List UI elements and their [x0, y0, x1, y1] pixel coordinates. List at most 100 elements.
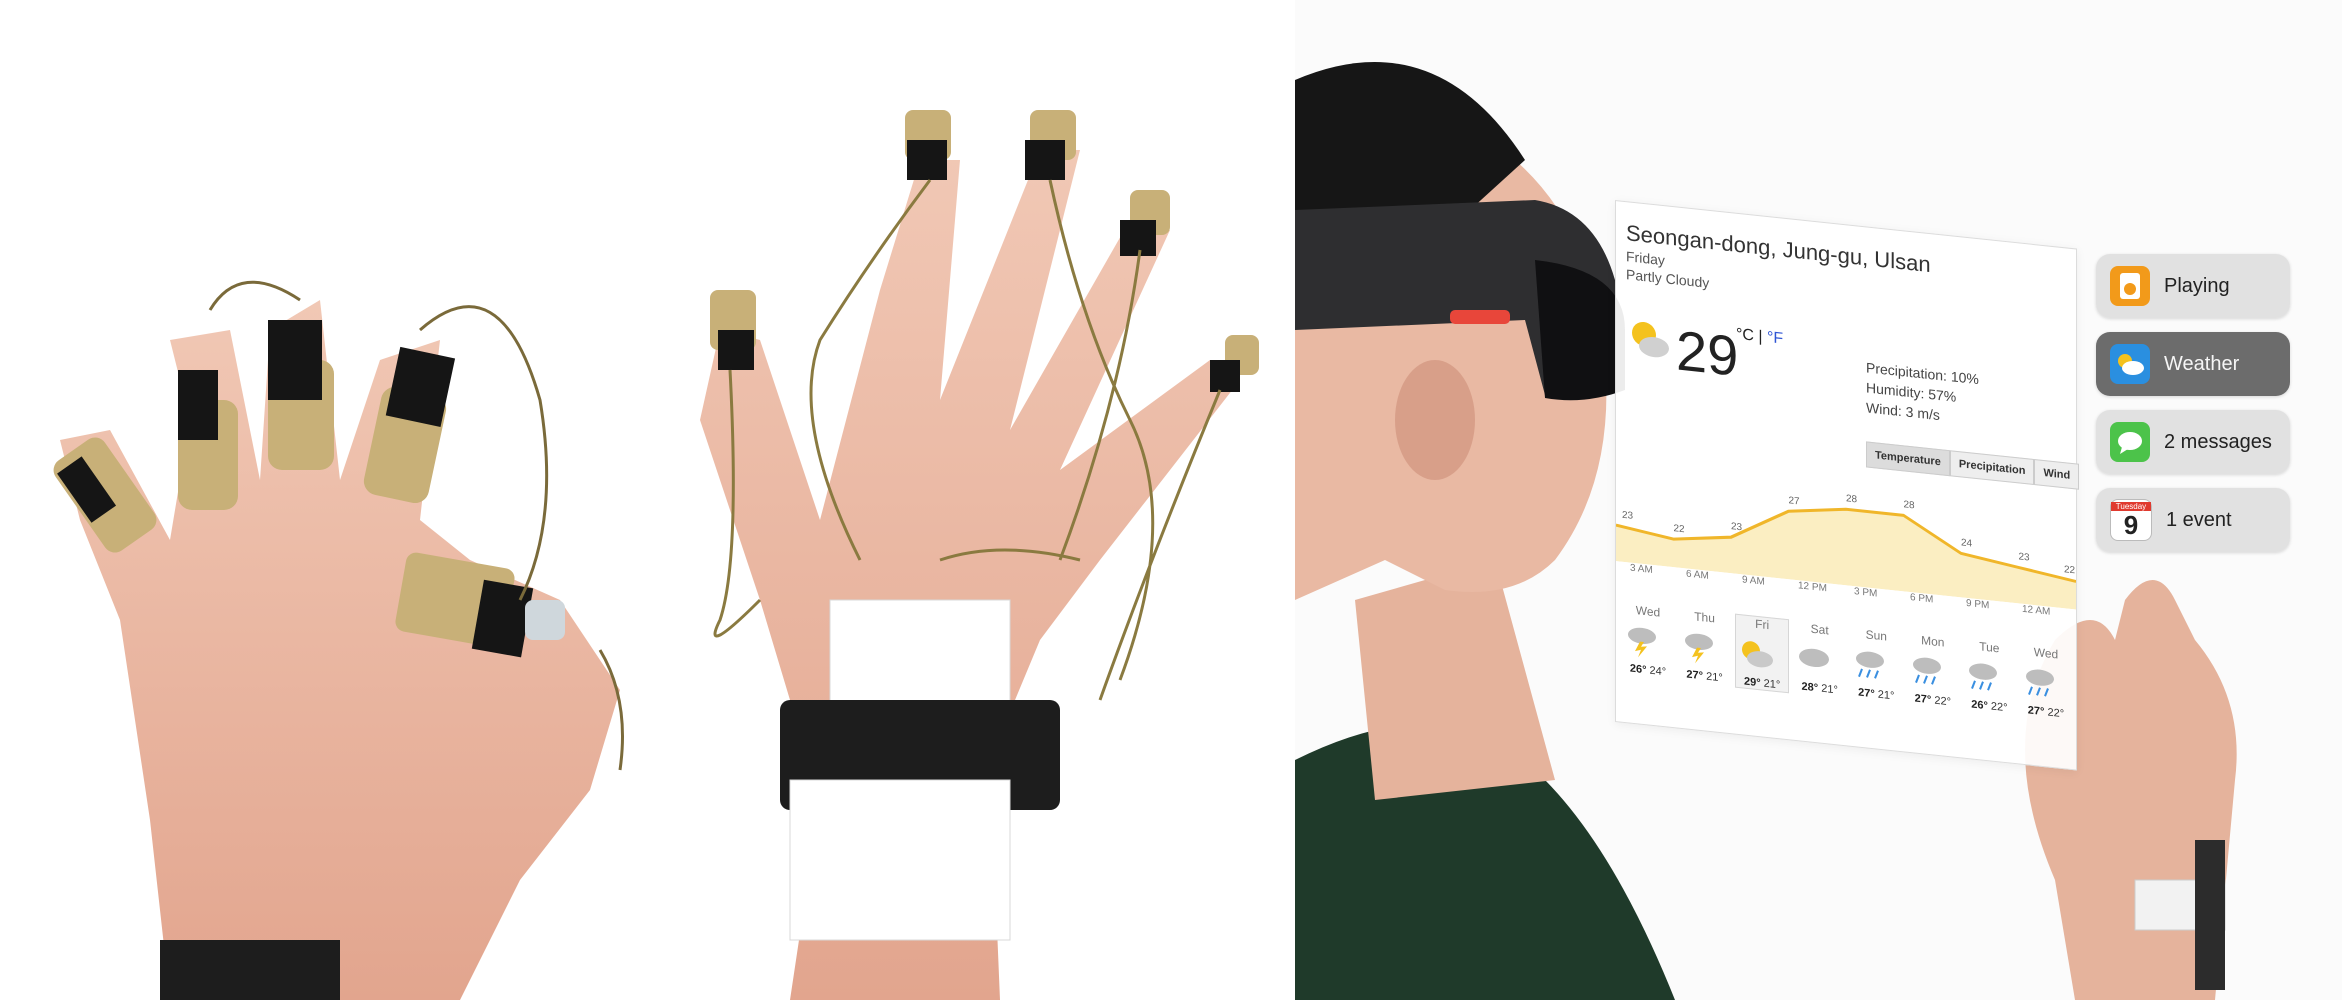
hour-label: 9 AM: [1742, 574, 1765, 588]
finger-sensor: [178, 370, 238, 510]
day-low: 22°: [2047, 706, 2065, 721]
right-hand: [700, 110, 1259, 1000]
day-low: 24°: [1649, 664, 1667, 679]
menu-item-label: Playing: [2164, 274, 2230, 297]
day-temp-range: 27° 21°: [1679, 668, 1731, 685]
day-high: 27°: [1914, 692, 1932, 707]
menu-item-playing[interactable]: Playing: [2096, 254, 2290, 318]
day-forecast: Wed 26° 24°: [1622, 602, 1674, 681]
day-name: Tue: [1979, 639, 2000, 656]
chart-area: [1616, 509, 2076, 610]
messages-icon: [2110, 422, 2150, 462]
day-temp-range: 26° 24°: [1622, 662, 1674, 679]
day-high: 26°: [1629, 662, 1647, 677]
cloudy-icon: [1794, 640, 1846, 679]
day-temp-range: 29° 21°: [1736, 675, 1788, 692]
day-forecast: Mon 27° 22°: [1907, 632, 1959, 711]
hour-label: 6 AM: [1686, 568, 1709, 582]
day-low: 21°: [1763, 677, 1781, 692]
weather-icon: [2110, 344, 2150, 384]
hourly-temp-label: 23: [1731, 521, 1743, 533]
finger-sensor: [1210, 335, 1259, 392]
hourly-temp-label: 23: [1622, 510, 1634, 522]
music-player-icon: [2110, 266, 2150, 306]
hourly-temp-label: 27: [1789, 495, 1801, 507]
hourly-temperature-chart: 23 22 23 27 28 28 24 23 22: [1616, 493, 2076, 610]
weather-day: Friday: [1626, 248, 1665, 269]
calendar-icon: Tuesday 9: [2110, 499, 2152, 541]
weather-temperature: 29: [1676, 318, 1739, 388]
rain-icon: [2020, 664, 2072, 703]
partly-cloudy-icon: [1736, 635, 1788, 674]
day-forecast: Wed 27° 22°: [2020, 644, 2072, 723]
rain-icon: [1963, 658, 2015, 697]
rain-icon: [1907, 652, 1959, 691]
person-illustration: [1295, 62, 2237, 1000]
thunderstorm-icon: [1679, 628, 1731, 667]
day-name: Thu: [1694, 609, 1715, 626]
day-high: 27°: [2027, 704, 2045, 719]
day-low: 21°: [1877, 688, 1895, 703]
daily-forecast: Wed 26° 24° Thu 27° 21° Fri 29° 21° Sat 28° 21°…: [1622, 602, 2072, 723]
day-name: Wed: [2033, 645, 2059, 662]
day-high: 27°: [1686, 668, 1704, 683]
tab-temperature[interactable]: Temperature: [1866, 441, 1950, 477]
tab-precipitation[interactable]: Precipitation: [1949, 450, 2035, 486]
day-forecast: Sat 28° 21°: [1794, 620, 1846, 699]
hour-label: 6 PM: [1910, 592, 1934, 606]
thunderstorm-icon: [1622, 622, 1674, 661]
day-temp-range: 27° 21°: [1850, 686, 1902, 703]
day-temp-range: 28° 21°: [1794, 680, 1846, 697]
hour-label: 9 PM: [1966, 597, 1990, 612]
day-low: 22°: [1934, 694, 1951, 709]
day-name: Sat: [1810, 621, 1829, 638]
day-name: Mon: [1921, 633, 1945, 650]
weather-card: Seongan-dong, Jung-gu, Ulsan Friday Part…: [1615, 200, 2080, 771]
day-high: 29°: [1743, 675, 1761, 690]
finger-sensor: [1025, 110, 1076, 180]
hour-label: 3 AM: [1630, 562, 1653, 576]
day-temp-range: 27° 22°: [1907, 692, 1959, 709]
day-forecast: Tue 26° 22°: [1963, 638, 2015, 717]
day-temp-range: 26° 22°: [1963, 698, 2015, 715]
day-high: 27°: [1858, 686, 1875, 701]
menu-item-weather[interactable]: Weather: [2096, 332, 2290, 396]
tab-wind[interactable]: Wind: [2034, 459, 2080, 490]
menu-item-label: 2 messages: [2164, 430, 2272, 453]
weather-units: °C | °F: [1736, 326, 1783, 349]
thumb-sensor: [395, 552, 565, 658]
finger-sensor: [710, 290, 756, 370]
menu-item-label: Weather: [2164, 352, 2240, 375]
calendar-number: 9: [2123, 509, 2139, 540]
ear: [1395, 360, 1475, 480]
unit-separator: |: [1753, 327, 1767, 346]
hour-label: 12 AM: [2022, 603, 2051, 618]
hands-illustration: [53, 110, 1259, 1000]
day-low: 21°: [1821, 682, 1838, 697]
menu-item-event[interactable]: Tuesday 9 1 event: [2096, 488, 2290, 552]
day-temp-range: 27° 22°: [2020, 704, 2072, 721]
hourly-temp-label: 24: [1961, 537, 1973, 549]
finger-sensor: [53, 437, 157, 553]
ar-headset: [1295, 200, 1625, 401]
day-forecast: Thu 27° 21°: [1679, 608, 1731, 687]
day-low: 21°: [1706, 670, 1723, 685]
finger-sensor: [268, 320, 334, 470]
day-forecast: Sun 27° 21°: [1850, 626, 1902, 705]
finger-sensor: [363, 346, 456, 504]
left-hand: [53, 280, 624, 1000]
menu-item-messages[interactable]: 2 messages: [2096, 410, 2290, 474]
day-high: 28°: [1801, 680, 1819, 695]
menu-item-label: 1 event: [2166, 508, 2232, 531]
hourly-temp-label: 28: [1904, 499, 1916, 511]
finger-sensor: [1120, 190, 1170, 256]
unit-fahrenheit[interactable]: °F: [1767, 328, 1784, 348]
chart-line: [1616, 507, 2076, 583]
weather-location: Seongan-dong, Jung-gu, Ulsan: [1626, 220, 1931, 278]
day-name: Fri: [1755, 616, 1770, 633]
unit-celsius[interactable]: °C: [1736, 325, 1754, 345]
day-high: 26°: [1971, 698, 1988, 713]
day-low: 22°: [1990, 700, 2008, 715]
hour-label: 12 PM: [1798, 580, 1827, 595]
